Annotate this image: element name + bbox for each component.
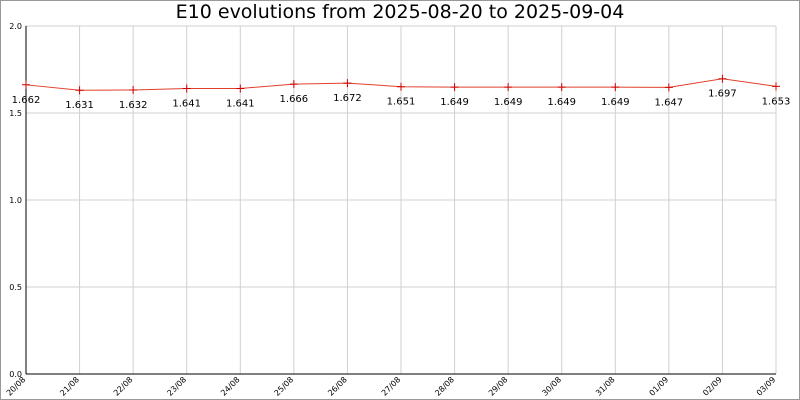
value-label: 1.641 xyxy=(172,98,201,109)
marker xyxy=(289,80,298,89)
value-label: 1.649 xyxy=(494,97,523,108)
marker xyxy=(772,82,780,91)
marker xyxy=(236,84,245,93)
marker xyxy=(397,82,405,91)
value-label: 1.649 xyxy=(440,97,469,108)
value-label: 1.672 xyxy=(333,93,362,104)
value-label: 1.631 xyxy=(65,100,94,111)
marker xyxy=(557,83,566,92)
value-label: 1.641 xyxy=(226,98,255,109)
value-label: 1.697 xyxy=(708,89,737,100)
chart-title: E10 evolutions from 2025-08-20 to 2025-0… xyxy=(176,1,625,23)
marker xyxy=(664,83,673,92)
y-tick-label: 2.0 xyxy=(9,22,22,31)
y-tick-label: 0.5 xyxy=(9,283,22,292)
value-label: 1.653 xyxy=(762,96,791,107)
marker xyxy=(129,86,138,95)
value-label: 1.662 xyxy=(12,95,41,106)
marker xyxy=(611,83,620,92)
marker xyxy=(504,83,513,92)
value-label: 1.649 xyxy=(547,97,576,108)
marker xyxy=(182,84,191,93)
value-label: 1.649 xyxy=(601,97,630,108)
value-label: 1.666 xyxy=(280,94,309,105)
marker xyxy=(75,86,84,95)
y-tick-label: 1.0 xyxy=(9,196,22,205)
value-label: 1.632 xyxy=(119,100,148,111)
marker xyxy=(22,80,30,89)
marker xyxy=(718,74,727,83)
value-label: 1.651 xyxy=(387,97,416,108)
marker xyxy=(450,83,459,92)
y-tick-label: 0.0 xyxy=(9,370,22,379)
value-label: 1.647 xyxy=(655,97,684,108)
marker xyxy=(343,79,352,88)
y-tick-label: 1.5 xyxy=(9,109,22,118)
